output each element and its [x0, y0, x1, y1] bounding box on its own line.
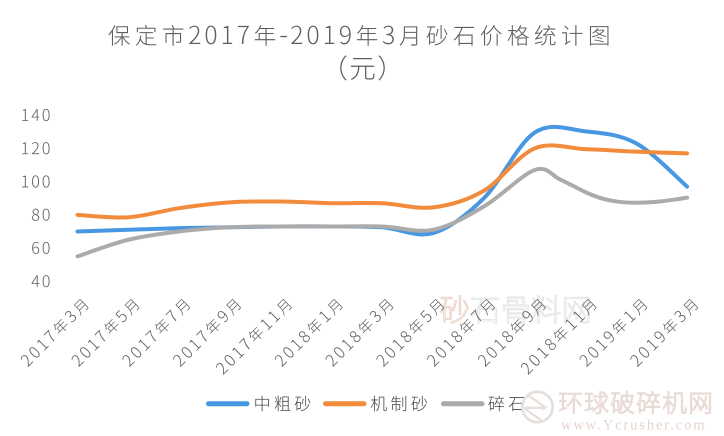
svg-text:www.Ycrusher.com: www.Ycrusher.com — [561, 418, 706, 434]
